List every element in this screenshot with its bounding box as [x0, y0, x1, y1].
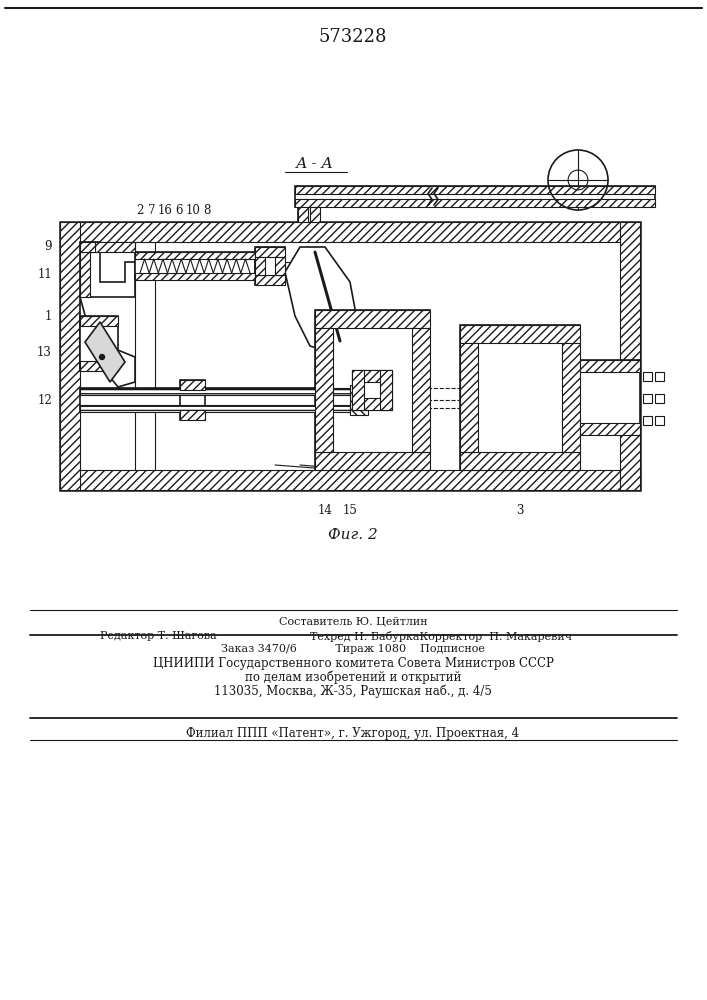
Bar — [80, 316, 118, 326]
Bar — [352, 370, 392, 410]
Text: Заказ 3470/6           Тираж 1080    Подписное: Заказ 3470/6 Тираж 1080 Подписное — [221, 644, 485, 654]
Bar — [285, 262, 310, 270]
Polygon shape — [80, 242, 135, 297]
Bar — [295, 186, 655, 207]
Text: 11: 11 — [37, 267, 52, 280]
Bar — [295, 199, 655, 207]
Bar — [580, 423, 640, 435]
Bar — [562, 343, 580, 452]
Bar — [460, 452, 580, 470]
Bar — [298, 207, 320, 225]
Bar — [60, 222, 80, 490]
Text: 13: 13 — [37, 346, 52, 359]
Bar — [412, 328, 430, 452]
Text: 16: 16 — [158, 204, 173, 217]
Bar — [295, 186, 655, 194]
Bar — [643, 372, 652, 381]
Bar — [620, 222, 640, 490]
Bar — [315, 310, 430, 328]
Text: 15: 15 — [343, 504, 358, 516]
Bar — [80, 242, 95, 252]
Bar — [135, 273, 255, 280]
Bar — [80, 361, 118, 371]
Bar — [643, 416, 652, 425]
Bar — [655, 372, 664, 381]
Bar — [352, 370, 392, 382]
Text: 8: 8 — [204, 204, 211, 217]
Bar — [60, 470, 640, 490]
Bar — [255, 275, 285, 285]
Text: 14: 14 — [317, 504, 332, 516]
Bar — [315, 452, 430, 470]
Bar — [350, 385, 368, 415]
Bar — [80, 316, 118, 371]
Text: А - А: А - А — [296, 157, 334, 171]
Bar — [255, 257, 265, 275]
Bar — [460, 325, 580, 343]
Bar — [80, 388, 350, 395]
Bar — [298, 207, 308, 225]
Text: 7: 7 — [148, 204, 156, 217]
Bar — [350, 385, 368, 415]
Bar — [580, 360, 640, 435]
Bar — [315, 310, 430, 470]
Bar — [255, 247, 285, 285]
Text: 113035, Москва, Ж-35, Раушская наб., д. 4/5: 113035, Москва, Ж-35, Раушская наб., д. … — [214, 684, 492, 698]
Bar — [180, 410, 205, 420]
Bar — [80, 388, 350, 412]
Text: Техред Н. БабуркаКорректор  П. Макаревич: Техред Н. БабуркаКорректор П. Макаревич — [310, 631, 572, 642]
Bar — [460, 325, 580, 470]
Bar — [60, 222, 640, 242]
Bar — [352, 370, 364, 410]
Bar — [80, 242, 90, 297]
Bar — [255, 247, 285, 257]
Bar — [460, 343, 478, 452]
Text: 1: 1 — [45, 310, 52, 324]
Text: 3: 3 — [516, 504, 524, 516]
Bar — [180, 380, 205, 390]
Bar — [315, 328, 333, 452]
Bar — [580, 360, 640, 372]
Bar — [380, 370, 392, 410]
Bar — [655, 416, 664, 425]
Bar — [275, 257, 285, 275]
Polygon shape — [285, 247, 360, 356]
Text: 6: 6 — [175, 204, 182, 217]
Text: 573228: 573228 — [319, 28, 387, 46]
Bar — [643, 394, 652, 403]
Bar — [352, 398, 392, 410]
Text: Составитель Ю. Цейтлин: Составитель Ю. Цейтлин — [279, 617, 427, 627]
Bar — [80, 242, 135, 252]
Bar — [655, 394, 664, 403]
Text: Филиал ППП «Патент», г. Ужгород, ул. Проектная, 4: Филиал ППП «Патент», г. Ужгород, ул. Про… — [187, 726, 520, 740]
Bar — [135, 252, 255, 280]
Polygon shape — [85, 322, 125, 382]
Text: по делам изобретений и открытий: по делам изобретений и открытий — [245, 670, 461, 684]
Text: 12: 12 — [37, 393, 52, 406]
Bar — [60, 222, 640, 490]
Text: 9: 9 — [45, 240, 52, 253]
Bar — [180, 380, 205, 420]
Bar — [80, 242, 95, 252]
Text: ЦНИИПИ Государственного комитета Совета Министров СССР: ЦНИИПИ Государственного комитета Совета … — [153, 656, 554, 670]
Circle shape — [100, 355, 105, 360]
Text: Фиг. 2: Фиг. 2 — [328, 528, 378, 542]
Bar — [80, 405, 350, 412]
Text: Редактор Т. Шагова: Редактор Т. Шагова — [100, 631, 217, 641]
Text: 2: 2 — [136, 204, 144, 217]
Polygon shape — [80, 297, 135, 387]
Text: 10: 10 — [185, 204, 201, 217]
Bar — [135, 252, 255, 259]
Bar — [310, 207, 320, 225]
